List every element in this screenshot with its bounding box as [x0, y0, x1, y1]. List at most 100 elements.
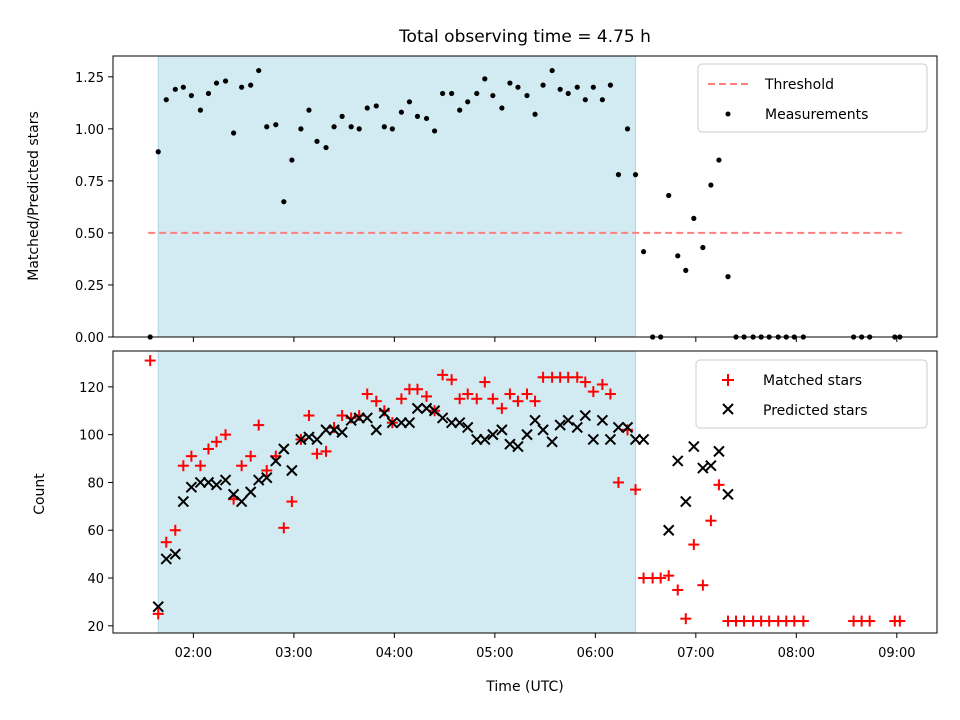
measurement-point	[155, 149, 161, 155]
measurement-point	[381, 124, 387, 130]
top-y-ticks: 0.00 0.25 0.50 0.75 1.00 1.25	[75, 71, 113, 346]
measurement-point	[339, 113, 345, 119]
measurement-point	[507, 80, 513, 86]
x-tick-label: 04:00	[376, 646, 413, 661]
top-panel: 0.00 0.25 0.50 0.75 1.00 1.25 Matched/Predict…	[26, 55, 938, 346]
predicted-star-point-b	[504, 438, 516, 450]
matched-star-point	[411, 383, 423, 395]
measurement-point	[248, 82, 254, 88]
predicted-star-point	[370, 424, 382, 436]
predicted-star-point-b	[529, 414, 541, 427]
predicted-star-point	[270, 455, 282, 467]
predicted-star-point	[462, 421, 474, 434]
predicted-star-point	[662, 524, 675, 536]
predicted-star-point	[587, 433, 600, 446]
measurement-point	[230, 130, 237, 136]
predicted-star-point-b	[637, 433, 650, 446]
top-y-tick-label: 1.25	[75, 71, 104, 86]
predicted-star-point	[253, 474, 265, 486]
matched-star-point	[672, 584, 684, 596]
measurement-point	[524, 92, 530, 99]
predicted-star-point	[160, 553, 172, 565]
predicted-star-point-b	[571, 421, 583, 434]
measurement-point	[574, 84, 580, 90]
measurement-point	[582, 97, 588, 103]
measurement-point	[565, 90, 571, 97]
legend-predicted-label: Predicted stars	[763, 403, 868, 419]
predicted-star-point	[529, 414, 541, 427]
predicted-star-point-b	[235, 495, 248, 508]
predicted-star-point-b	[386, 416, 399, 429]
matched-star-point	[894, 615, 906, 627]
predicted-star-point	[386, 416, 399, 429]
measurement-point	[540, 82, 546, 88]
measurement-point	[457, 107, 463, 113]
measurement-point	[624, 126, 631, 132]
predicted-star-point-b	[336, 426, 348, 438]
predicted-star-point	[562, 414, 574, 427]
predicted-star-point-b	[462, 421, 474, 434]
matched-star-point	[529, 395, 541, 407]
predicted-star-point-b	[370, 424, 382, 436]
matched-star-point	[596, 378, 608, 390]
predicted-star-point-b	[479, 433, 491, 446]
measurement-point	[716, 157, 722, 163]
measurement-point	[683, 267, 689, 273]
legend-matched-swatch	[722, 374, 734, 386]
predicted-star-point-b	[487, 428, 499, 441]
matched-star-point	[797, 615, 809, 627]
top-axes-frame	[112, 55, 938, 338]
measurement-point	[423, 115, 430, 122]
measurement-point	[549, 67, 555, 74]
legend-threshold-label: Threshold	[764, 77, 834, 93]
matched-star-point	[278, 522, 290, 534]
measurement-point	[632, 172, 639, 178]
predicted-star-point	[235, 495, 248, 508]
predicted-star-point	[713, 445, 725, 458]
matched-star-point	[211, 436, 223, 448]
x-tick-label: 06:00	[577, 646, 614, 661]
predicted-star-point	[202, 476, 215, 489]
predicted-star-point	[596, 414, 609, 427]
predicted-star-point	[286, 464, 298, 477]
predicted-star-point-b	[361, 412, 373, 424]
bot-y-tick-label: 60	[87, 524, 104, 539]
predicted-star-point	[336, 426, 348, 438]
predicted-star-point-b	[612, 421, 625, 434]
predicted-star-point-b	[562, 414, 574, 427]
predicted-star-point-b	[604, 433, 617, 446]
predicted-star-point	[479, 433, 491, 446]
top-y-tick-label: 0.25	[75, 279, 104, 294]
measurement-point	[213, 80, 220, 86]
x-tick-label: 03:00	[275, 646, 312, 661]
measurement-point	[197, 107, 204, 113]
figure-title: Total observing time = 4.75 h	[398, 27, 651, 47]
bottom-panel: 20 40 60 80 100 120 02:00 03:00 04:00 05:00 06:00…	[32, 350, 938, 695]
predicted-star-point-b	[537, 424, 549, 436]
top-y-tick-label: 0.50	[75, 227, 104, 242]
predicted-star-point-b	[152, 601, 164, 613]
matched-star-point	[705, 515, 717, 527]
predicted-star-point-b	[496, 424, 508, 436]
matched-star-point	[587, 386, 599, 398]
predicted-star-point-b	[311, 433, 323, 446]
top-y-tick-label: 1.00	[75, 123, 104, 138]
predicted-star-point-b	[453, 416, 466, 429]
predicted-star-point-b	[672, 455, 684, 467]
predicted-star-point	[185, 481, 198, 493]
measurement-point	[557, 86, 563, 92]
predicted-star-point-b	[286, 464, 298, 477]
predicted-star-point	[403, 416, 416, 429]
measurement-point	[515, 84, 521, 90]
predicted-star-point-b	[303, 431, 315, 443]
matched-star-point	[521, 388, 533, 400]
predicted-star-point	[672, 455, 684, 467]
predicted-star-point-b	[697, 462, 709, 474]
predicted-star-point	[546, 436, 558, 448]
predicted-star-point-b	[328, 424, 340, 436]
predicted-star-point	[311, 433, 323, 446]
top-y-tick-label: 0.75	[75, 175, 104, 190]
matched-star-point	[496, 402, 508, 414]
predicted-star-point	[722, 488, 734, 501]
measurement-point	[691, 215, 697, 221]
